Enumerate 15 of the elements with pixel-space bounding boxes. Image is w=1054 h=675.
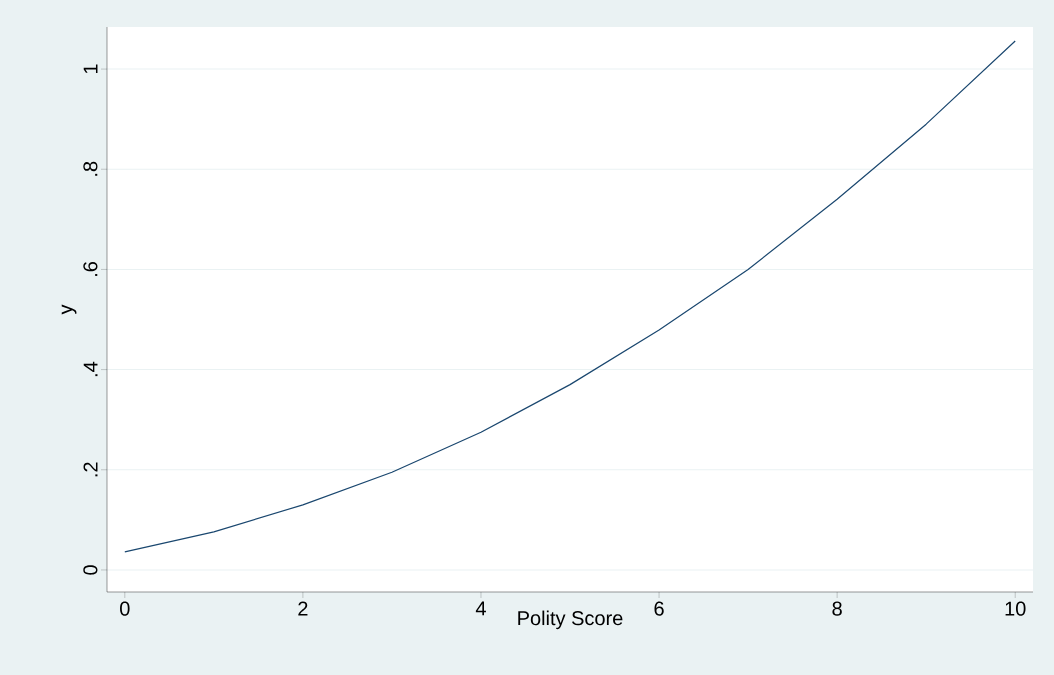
x-tick-label: 2 bbox=[298, 601, 308, 616]
y-tick-label: .8 bbox=[83, 161, 98, 176]
y-tick-label: 0 bbox=[83, 565, 98, 575]
x-tick-label: 6 bbox=[654, 601, 664, 616]
x-tick-label: 10 bbox=[1005, 601, 1026, 616]
y-axis-title: y bbox=[61, 304, 77, 315]
y-tick-label: .4 bbox=[83, 361, 98, 377]
line-series bbox=[124, 40, 1016, 553]
x-tick-label: 8 bbox=[832, 601, 842, 616]
x-tick-label: 0 bbox=[120, 601, 130, 616]
y-tick-label: .2 bbox=[83, 462, 98, 477]
y-tick-label: 1 bbox=[83, 64, 98, 74]
y-tick-label: .6 bbox=[83, 261, 98, 276]
x-axis-title: Polity Score bbox=[518, 610, 623, 630]
x-tick-label: 4 bbox=[475, 601, 486, 616]
